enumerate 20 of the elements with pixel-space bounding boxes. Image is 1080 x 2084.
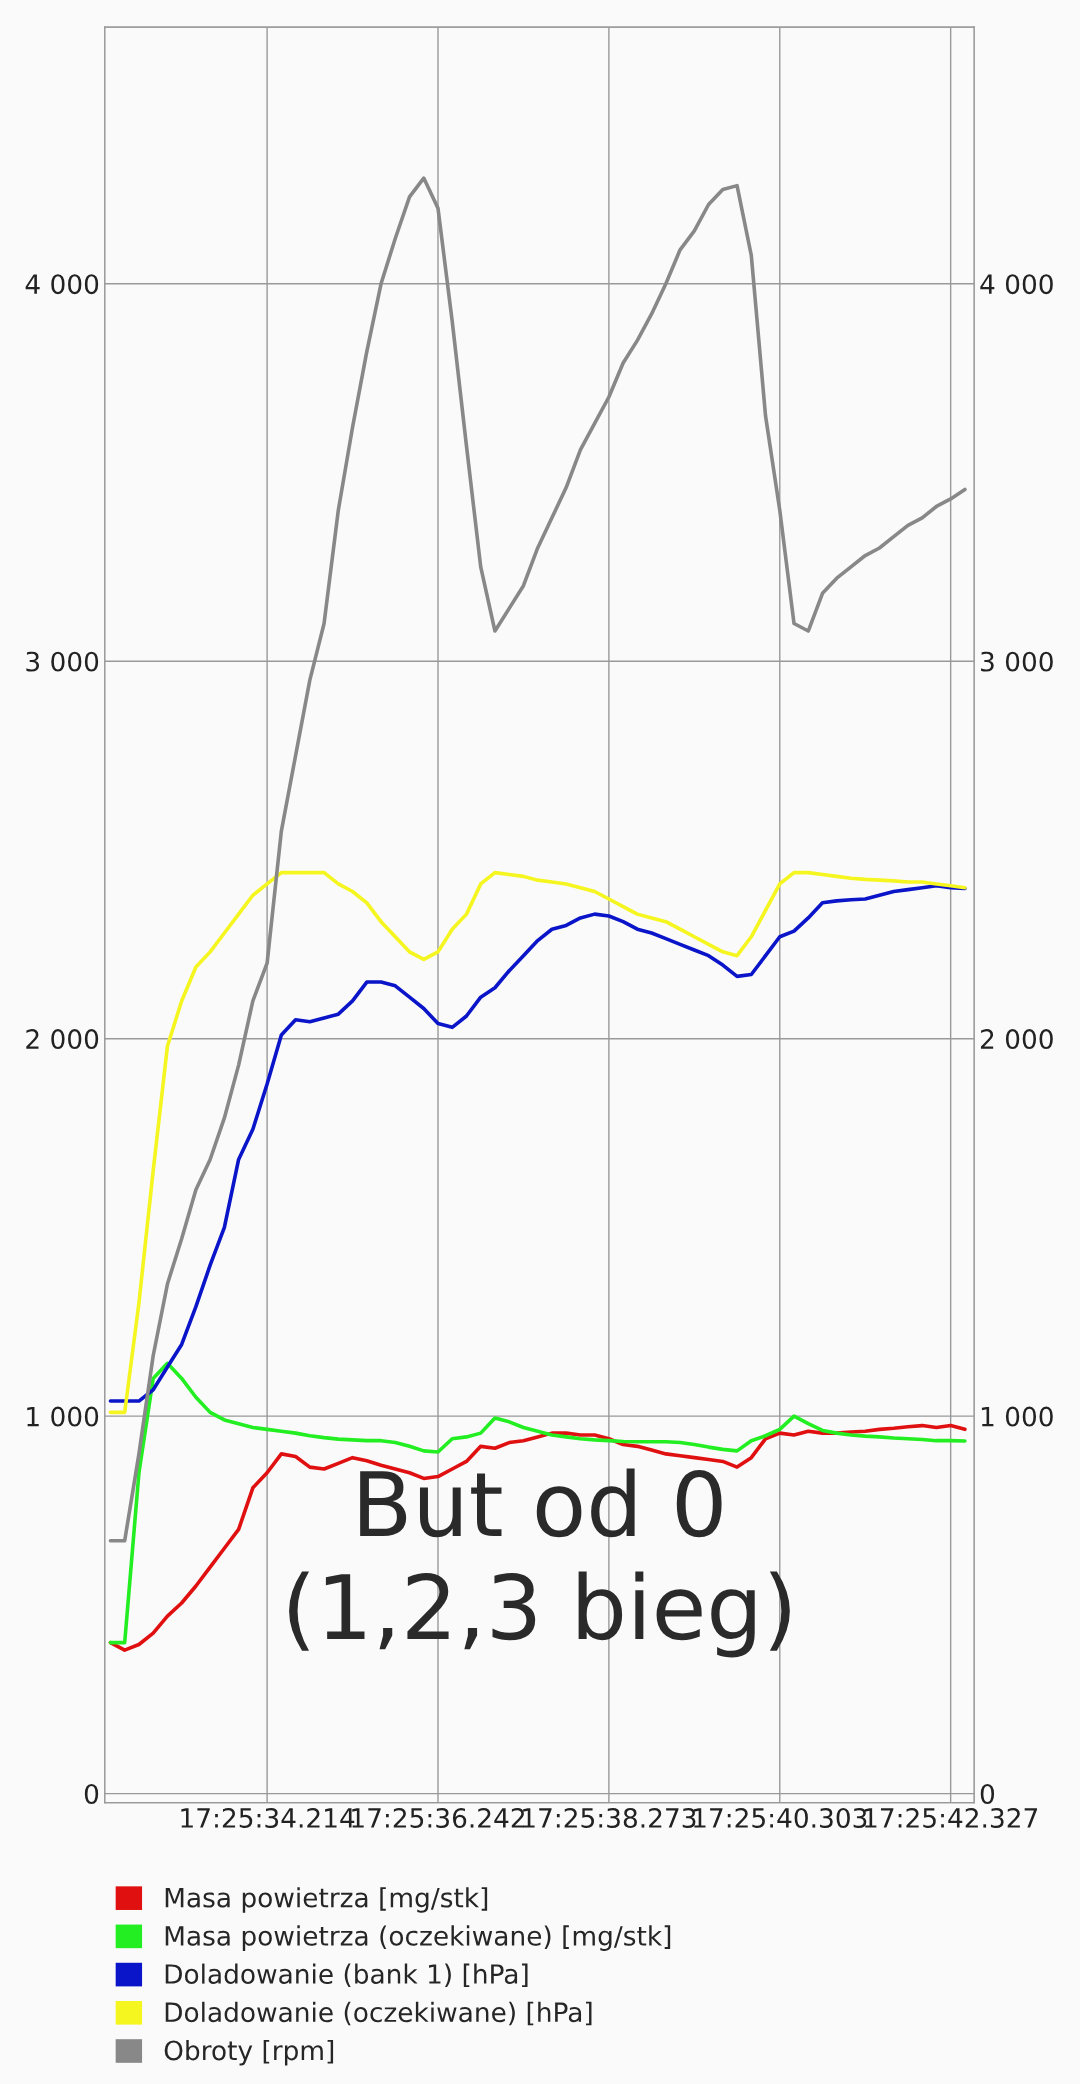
y-tick-label: 1 000: [27, 1406, 99, 1427]
x-tick-label: 17:25:42.327: [864, 1807, 1038, 1828]
line-series: [108, 176, 967, 1543]
x-tick-label: 17:25:40.303: [694, 1807, 867, 1828]
legend-label: Obroty [rpm]: [164, 2039, 334, 2066]
y2-tick-label: 2 000: [980, 1029, 1053, 1050]
y2-tick-label: 1 000: [981, 1406, 1053, 1427]
legend-label: Masa powietrza (oczekiwane) [mg/stk]: [165, 1925, 671, 1951]
y2-tick-label: 3 000: [981, 651, 1053, 672]
y2-tick-label: 0: [980, 1784, 995, 1804]
legend-label: Doladowanie (oczekiwane) [hPa]: [165, 2001, 592, 2026]
y-tick-label: 4 000: [25, 274, 99, 295]
y-tick-label: 2 000: [26, 1029, 99, 1050]
x-tick-label: 17:25:38.273: [523, 1807, 696, 1828]
y-tick-label: 3 000: [26, 651, 99, 672]
y-tick-label: 0: [84, 1784, 99, 1804]
legend-label: Masa powietrza [mg/stk]: [165, 1887, 488, 1913]
annotation: But od 0 (1,2,3 bieg): [289, 1468, 790, 1658]
y2-tick-label: 4 000: [980, 274, 1053, 295]
legend-label: Doladowanie (bank 1) [hPa]: [165, 1963, 528, 1988]
